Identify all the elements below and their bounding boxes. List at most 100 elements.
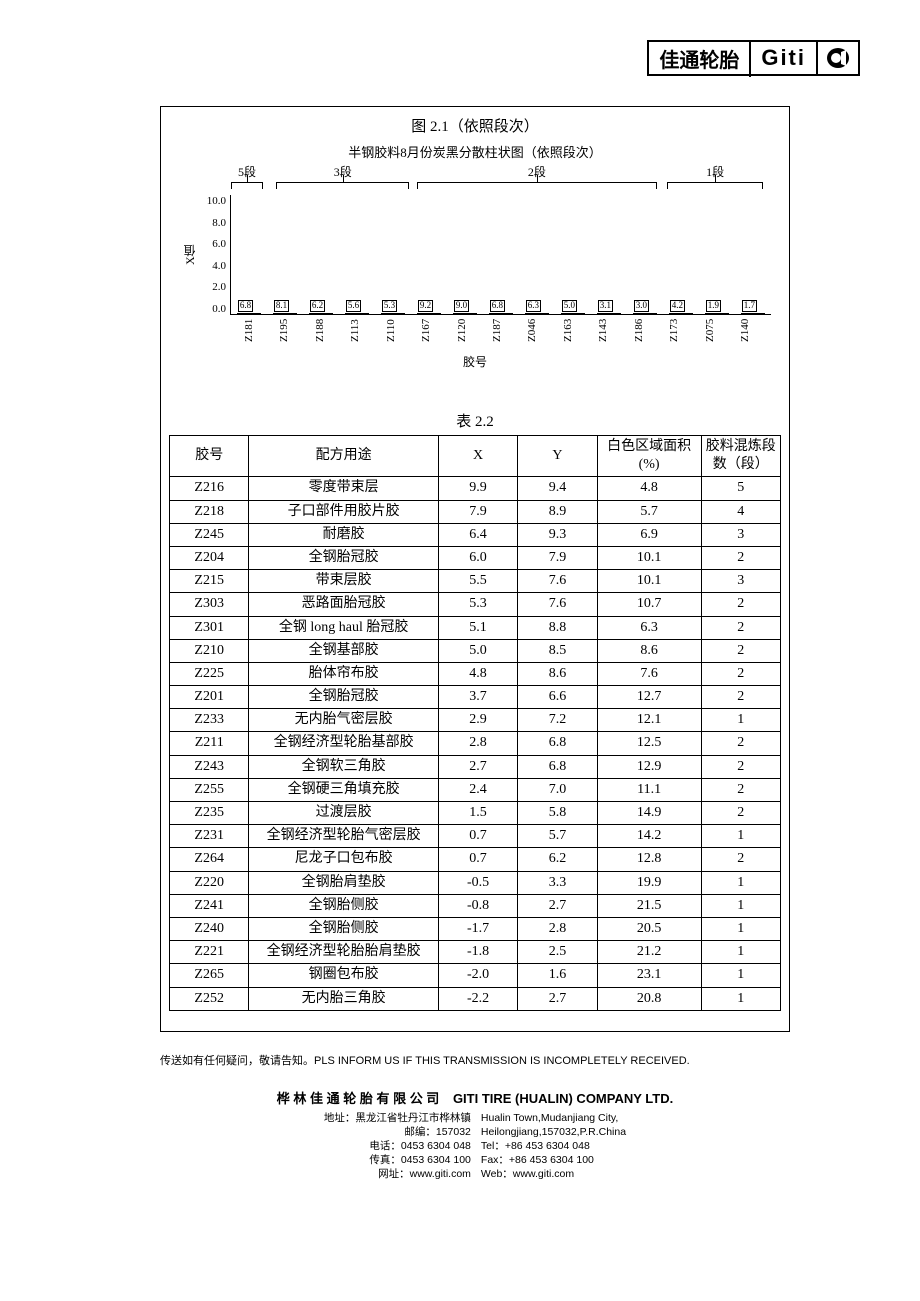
table-cell: 尼龙子口包布胶 [249, 848, 438, 871]
table-cell: 5 [701, 477, 780, 500]
y-tick: 8.0 [200, 217, 226, 229]
table-cell: 5.1 [438, 616, 517, 639]
table-row: Z301全钢 long haul 胎冠胶5.18.86.32 [170, 616, 781, 639]
table-cell: 2 [701, 593, 780, 616]
table-cell: 7.0 [518, 778, 597, 801]
table-cell: 2.7 [518, 987, 597, 1010]
x-tick: Z075 [698, 319, 722, 351]
bar-column: 4.2 [669, 313, 693, 314]
address-line: 地址：黑龙江省牡丹江市桦林镇 [324, 1111, 471, 1125]
table-row: Z245耐磨胶6.49.36.93 [170, 523, 781, 546]
bar-rect: 6.8 [237, 313, 261, 314]
table-cell: 耐磨胶 [249, 523, 438, 546]
table-cell: 12.7 [597, 686, 701, 709]
table-cell: 2.7 [518, 894, 597, 917]
x-tick: Z046 [520, 319, 544, 351]
table-cell: 6.3 [597, 616, 701, 639]
table-cell: 9.3 [518, 523, 597, 546]
table-cell: 3.3 [518, 871, 597, 894]
table-row: Z233无内胎气密层胶2.97.212.11 [170, 709, 781, 732]
table-cell: 1.6 [518, 964, 597, 987]
table-row: Z210全钢基部胶5.08.58.62 [170, 639, 781, 662]
address-line: Tel：+86 453 6304 048 [481, 1139, 626, 1153]
logo-box: 佳通轮胎 Giti [647, 40, 860, 76]
table-cell: 7.2 [518, 709, 597, 732]
bar-value-label: 5.0 [562, 300, 577, 312]
table-cell: 21.5 [597, 894, 701, 917]
table-row: Z243全钢软三角胶2.76.812.92 [170, 755, 781, 778]
bar-value-label: 4.2 [670, 300, 685, 312]
table-cell: 0.7 [438, 825, 517, 848]
table-row: Z265钢圈包布胶-2.01.623.11 [170, 964, 781, 987]
table-cell: 6.8 [518, 732, 597, 755]
table-cell: 14.2 [597, 825, 701, 848]
table-cell: 5.0 [438, 639, 517, 662]
table-cell: -0.8 [438, 894, 517, 917]
table-row: Z221全钢经济型轮胎胎肩垫胶-1.82.521.21 [170, 941, 781, 964]
table-cell: 5.7 [597, 500, 701, 523]
x-axis-ticks: Z181Z195Z188Z113Z110Z167Z120Z187Z046Z163… [231, 315, 763, 351]
table-cell: -0.5 [438, 871, 517, 894]
table-cell: Z215 [170, 570, 249, 593]
table-cell: 全钢胎侧胶 [249, 894, 438, 917]
table-cell: 2.7 [438, 755, 517, 778]
table-cell: Z225 [170, 662, 249, 685]
table-cell: 全钢胎冠胶 [249, 686, 438, 709]
table-cell: 钢圈包布胶 [249, 964, 438, 987]
table-header-row: 胶号配方用途XY白色区域面积(%)胶料混炼段数（段） [170, 436, 781, 477]
table-cell: 12.1 [597, 709, 701, 732]
table-cell: 2 [701, 732, 780, 755]
table-cell: 2 [701, 546, 780, 569]
segment-bracket: 3段 [276, 163, 409, 192]
address-block: 地址：黑龙江省牡丹江市桦林镇邮编：157032电话：0453 6304 048传… [160, 1111, 790, 1182]
table-cell: 5.7 [518, 825, 597, 848]
bar-rect: 5.6 [345, 313, 369, 314]
bar-value-label: 3.1 [598, 300, 613, 312]
table-cell: 1 [701, 709, 780, 732]
page-footer: 传送如有任何疑问，敬请告知。PLS INFORM US IF THIS TRAN… [160, 1052, 790, 1182]
address-line: Fax：+86 453 6304 100 [481, 1153, 626, 1167]
table-cell: Z265 [170, 964, 249, 987]
table-cell: 12.8 [597, 848, 701, 871]
table-cell: 2.4 [438, 778, 517, 801]
address-line: Heilongjiang,157032,P.R.China [481, 1125, 626, 1139]
bar-value-label: 6.8 [490, 300, 505, 312]
bar-column: 9.0 [453, 313, 477, 314]
x-tick: Z195 [272, 319, 296, 351]
table-cell: 全钢经济型轮胎气密层胶 [249, 825, 438, 848]
address-line: 电话：0453 6304 048 [324, 1139, 471, 1153]
table-row: Z215带束层胶5.57.610.13 [170, 570, 781, 593]
bar-value-label: 9.2 [418, 300, 433, 312]
address-line: 网址：www.giti.com [324, 1167, 471, 1181]
x-tick: Z188 [308, 319, 332, 351]
table-cell: -1.7 [438, 917, 517, 940]
table-cell: Z201 [170, 686, 249, 709]
table-cell: 胎体帘布胶 [249, 662, 438, 685]
x-tick: Z120 [450, 319, 474, 351]
bar-rect: 6.3 [525, 313, 549, 314]
table-cell: Z301 [170, 616, 249, 639]
table-cell: Z220 [170, 871, 249, 894]
table-header-cell: 胶号 [170, 436, 249, 477]
bar-value-label: 9.0 [454, 300, 469, 312]
table-cell: 4.8 [438, 662, 517, 685]
table-cell: 4.8 [597, 477, 701, 500]
table-cell: Z231 [170, 825, 249, 848]
table-cell: 1 [701, 941, 780, 964]
bar-column: 6.8 [489, 313, 513, 314]
x-tick: Z187 [485, 319, 509, 351]
bar-column: 3.1 [597, 313, 621, 314]
table-cell: Z241 [170, 894, 249, 917]
y-tick: 10.0 [200, 195, 226, 207]
table-cell: 21.2 [597, 941, 701, 964]
table-cell: 6.6 [518, 686, 597, 709]
table-cell: 10.1 [597, 570, 701, 593]
chart-caption: 图 2.1（依照段次） [169, 115, 781, 136]
bar-column: 8.1 [273, 313, 297, 314]
table-cell: 全钢软三角胶 [249, 755, 438, 778]
table-cell: 全钢 long haul 胎冠胶 [249, 616, 438, 639]
table-cell: 8.5 [518, 639, 597, 662]
segment-brackets: 5段3段2段1段 [231, 163, 763, 195]
bar-rect: 1.7 [741, 313, 765, 314]
table-cell: 6.8 [518, 755, 597, 778]
